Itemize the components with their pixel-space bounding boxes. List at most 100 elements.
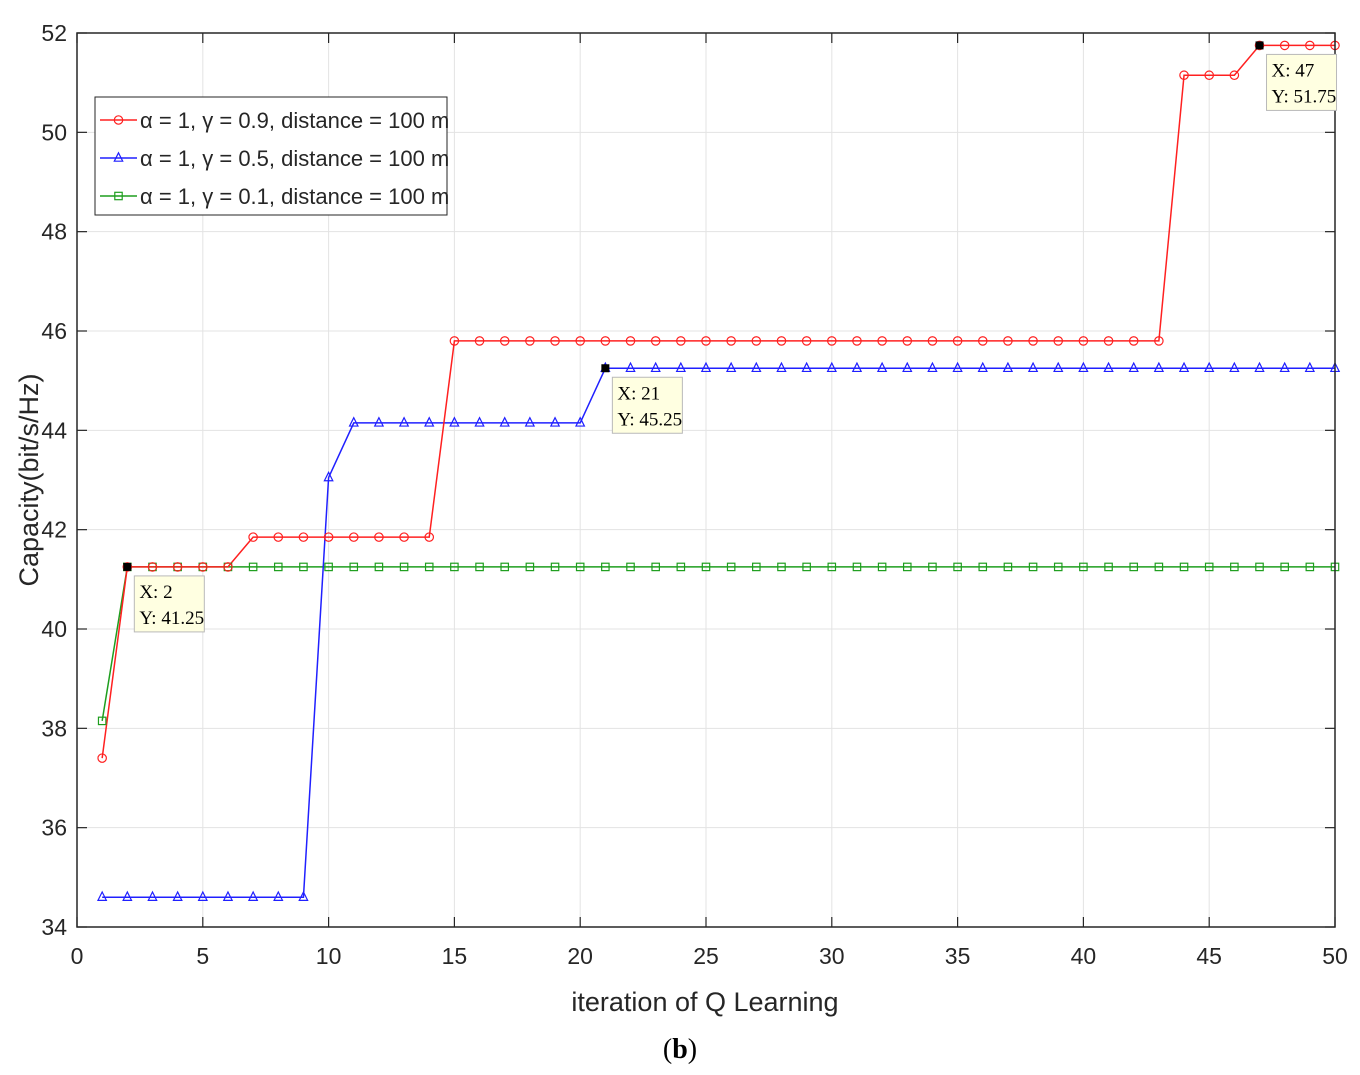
square-marker — [953, 562, 962, 572]
square-marker — [97, 716, 107, 726]
legend-label-2: α = 1, γ = 0.1, distance = 100 m — [140, 184, 449, 209]
data-tip-point — [1255, 41, 1264, 50]
y-axis-label: Capacity(bit/s/Hz) — [14, 373, 44, 586]
square-marker — [626, 562, 635, 572]
square-marker — [1129, 562, 1139, 572]
triangle-marker — [474, 416, 485, 427]
triangle-marker — [826, 361, 837, 373]
data-tip-x: X: 21 — [617, 383, 660, 404]
square-marker — [978, 562, 988, 572]
circle-marker — [172, 562, 183, 572]
triangle-marker — [398, 416, 410, 427]
circle-marker — [902, 336, 913, 346]
x-tick-label: 10 — [316, 943, 342, 969]
circle-marker — [650, 336, 661, 346]
circle-marker — [1204, 70, 1214, 81]
triangle-marker — [197, 890, 208, 902]
square-marker — [877, 562, 887, 572]
square-marker — [424, 562, 434, 572]
square-marker — [1104, 562, 1113, 572]
square-marker — [1179, 562, 1189, 572]
square-marker — [827, 562, 837, 572]
x-tick-label: 40 — [1071, 943, 1097, 969]
square-marker — [1079, 562, 1088, 572]
circle-marker — [1128, 336, 1139, 346]
x-tick-label: 0 — [71, 943, 84, 969]
circle-marker — [323, 532, 334, 542]
square-marker — [525, 562, 535, 572]
triangle-marker — [927, 361, 938, 373]
square-marker — [726, 562, 736, 572]
series-points-1 — [96, 361, 1341, 902]
triangle-marker — [247, 890, 259, 902]
triangle-marker — [96, 890, 108, 902]
circle-marker — [751, 336, 762, 346]
triangle-marker — [1254, 361, 1265, 373]
x-tick-label: 5 — [196, 943, 209, 969]
circle-marker — [97, 753, 107, 763]
data-tip-x: X: 47 — [1272, 60, 1315, 81]
triangle-marker — [1304, 361, 1316, 373]
square-marker — [500, 562, 510, 572]
circle-marker — [952, 336, 963, 346]
square-marker — [114, 191, 123, 201]
triangle-marker — [449, 416, 460, 427]
circle-marker — [1154, 336, 1164, 346]
triangle-marker — [902, 361, 913, 373]
triangle-marker — [851, 361, 863, 373]
circle-marker — [977, 336, 988, 346]
square-marker — [1230, 562, 1239, 572]
triangle-marker — [575, 416, 586, 427]
circle-marker — [927, 336, 938, 346]
y-tick-label: 50 — [41, 119, 67, 145]
data-tip-box — [133, 575, 205, 633]
circle-marker — [801, 336, 812, 346]
y-tick-label: 36 — [41, 815, 67, 841]
figure-caption: (b) — [0, 1034, 1360, 1066]
square-marker — [1053, 562, 1063, 572]
square-marker — [575, 562, 585, 572]
y-tick-label: 44 — [41, 417, 67, 443]
y-tick-label: 34 — [41, 914, 67, 940]
circle-marker — [1305, 40, 1315, 51]
circle-marker — [248, 532, 258, 542]
line-chart: 0 5 10 15 20 25 30 35 40 45 50 34 36 38 40 42 44 46 48 50 52… — [14, 20, 1348, 1017]
square-marker — [1028, 562, 1038, 572]
triangle-marker — [1053, 361, 1064, 373]
data-tip-box — [611, 376, 683, 434]
square-marker — [902, 562, 912, 572]
y-tick-label: 38 — [41, 715, 67, 741]
data-tips: X: 2 Y: 41.25 X: 21 Y: 45.25 X: 47 Y: 51.75 — [123, 41, 1338, 633]
circle-marker — [424, 532, 435, 542]
triangle-marker — [1103, 361, 1114, 373]
triangle-marker — [113, 151, 124, 162]
legend-label-1: α = 1, γ = 0.5, distance = 100 m — [140, 146, 449, 171]
circle-marker — [474, 336, 485, 346]
circle-marker — [1229, 70, 1240, 81]
data-tip-point — [123, 562, 132, 571]
triangle-marker — [524, 416, 536, 427]
triangle-marker — [1204, 361, 1215, 373]
triangle-marker — [1002, 361, 1014, 373]
x-tick-label: 45 — [1196, 943, 1222, 969]
square-marker — [374, 562, 384, 572]
triangle-marker — [549, 416, 561, 427]
square-marker — [752, 562, 761, 572]
circle-marker — [399, 532, 409, 542]
triangle-marker — [1178, 361, 1190, 373]
grid-lines — [77, 33, 1335, 927]
x-tick-label: 35 — [945, 943, 971, 969]
circle-marker — [122, 562, 133, 572]
data-tip-y: Y: 45.25 — [617, 409, 682, 430]
series-markers — [96, 40, 1341, 902]
x-tick-label: 30 — [819, 943, 845, 969]
triangle-marker — [373, 416, 385, 427]
circle-marker — [726, 336, 736, 346]
square-marker — [777, 562, 786, 572]
circle-marker — [1179, 70, 1189, 81]
triangle-marker — [876, 361, 888, 373]
data-tip-x: X: 2 — [139, 582, 172, 603]
circle-marker — [1254, 40, 1265, 51]
triangle-marker — [801, 361, 812, 373]
caption-open: ( — [662, 1034, 673, 1065]
